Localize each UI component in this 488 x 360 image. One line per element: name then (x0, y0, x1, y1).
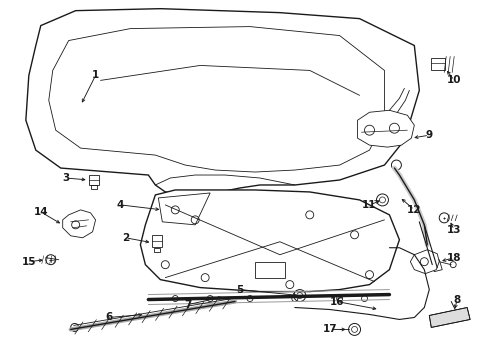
Text: 9: 9 (425, 130, 432, 140)
Text: 3: 3 (62, 173, 69, 183)
Text: 11: 11 (362, 200, 376, 210)
Text: 7: 7 (184, 300, 191, 310)
Text: 13: 13 (446, 225, 461, 235)
Text: 4: 4 (117, 200, 124, 210)
Text: 16: 16 (329, 297, 343, 306)
Text: 8: 8 (453, 294, 460, 305)
Text: 10: 10 (446, 75, 461, 85)
Text: 17: 17 (322, 324, 336, 334)
Text: 15: 15 (21, 257, 36, 267)
Text: 14: 14 (33, 207, 48, 217)
Polygon shape (428, 307, 469, 328)
Polygon shape (409, 250, 438, 274)
Polygon shape (26, 9, 419, 195)
Polygon shape (140, 190, 399, 292)
Polygon shape (357, 110, 413, 147)
Text: 5: 5 (236, 284, 243, 294)
Text: 2: 2 (122, 233, 129, 243)
Text: 6: 6 (105, 312, 112, 323)
Text: 1: 1 (92, 71, 99, 80)
Text: 18: 18 (446, 253, 461, 263)
Polygon shape (62, 210, 95, 238)
Text: 12: 12 (406, 205, 421, 215)
